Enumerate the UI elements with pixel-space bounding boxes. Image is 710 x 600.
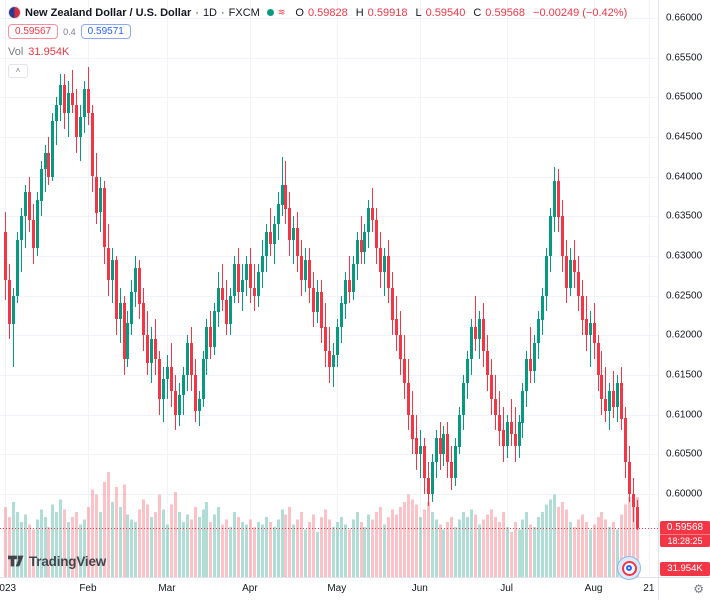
symbol-title[interactable]: New Zealand Dollar / U.S. Dollar	[25, 6, 192, 19]
time-label: Jun	[411, 583, 428, 594]
ohlc-close-label: C	[473, 6, 482, 19]
price-tick: 0.65500	[666, 52, 703, 64]
chart-canvas[interactable]	[0, 0, 658, 577]
interval-label[interactable]: 1D	[202, 6, 217, 19]
time-label: Jul	[500, 583, 514, 594]
price-tick: 0.62000	[666, 329, 703, 341]
chart-plot-area[interactable]	[0, 0, 658, 577]
tradingview-logo[interactable]: TradingView	[8, 553, 106, 569]
legend-collapse-button[interactable]: ˄	[8, 64, 28, 78]
time-axis[interactable]: 2023 Feb Mar Apr May Jun Jul Aug 21	[0, 577, 658, 600]
tradingview-logo-text: TradingView	[29, 553, 107, 569]
time-label: May	[327, 583, 347, 594]
data-delay-icon: ≋	[277, 7, 286, 17]
ohlc-high-label: H	[355, 6, 364, 19]
price-tick: 0.60500	[666, 448, 703, 460]
exchange-label[interactable]: FXCM	[228, 6, 260, 19]
time-label: Feb	[79, 583, 97, 594]
price-tick: 0.60000	[666, 488, 703, 500]
price-tick: 0.66000	[666, 12, 703, 24]
volume-legend: Vol 31.954K	[8, 46, 627, 58]
instrument-logo-icon	[8, 6, 21, 19]
price-tick: 0.64500	[666, 131, 703, 143]
spread-label: 0.4	[63, 26, 76, 37]
axis-corner: ⚙	[658, 577, 710, 600]
volume-value: 31.954K	[28, 46, 70, 58]
buy-button[interactable]: 0.59571	[80, 24, 131, 39]
bullseye-button[interactable]	[617, 556, 641, 580]
market-status-dot-icon	[266, 9, 274, 16]
current-price-badge: 0.59568 18:28:25	[660, 521, 710, 548]
time-label: Aug	[584, 583, 603, 594]
separator: ·	[221, 6, 225, 19]
ohlc-low-label: L	[415, 6, 422, 19]
countdown-timer: 18:28:25	[660, 534, 710, 547]
change-value: −0.00249 (−0.42%)	[533, 6, 628, 19]
volume-badge: 31.954K	[660, 562, 710, 576]
time-label: Apr	[242, 583, 258, 594]
sell-button[interactable]: 0.59567	[8, 24, 59, 39]
separator: ·	[195, 6, 199, 19]
ohlc-close-value: 0.59568	[485, 6, 526, 19]
price-tick: 0.61500	[666, 369, 703, 381]
time-label: 21	[643, 583, 655, 594]
price-tick: 0.63500	[666, 210, 703, 222]
price-tick: 0.65000	[666, 91, 703, 103]
volume-label: Vol	[8, 46, 24, 58]
time-label: Mar	[158, 583, 176, 594]
ohlc-open-label: O	[295, 6, 304, 19]
tradingview-logo-icon	[8, 555, 24, 567]
price-tick: 0.61000	[666, 409, 703, 420]
ohlc-open-value: 0.59828	[307, 6, 348, 19]
price-tick: 0.64000	[666, 171, 703, 183]
quick-trade-row: 0.59567 0.4 0.59571	[8, 24, 627, 39]
price-tick: 0.62500	[666, 290, 703, 302]
gear-icon[interactable]: ⚙	[693, 582, 704, 596]
price-axis[interactable]: 0.59568 18:28:25 31.954K 0.66000 0.65500 0…	[658, 0, 710, 577]
symbol-legend: New Zealand Dollar / U.S. Dollar · 1D · …	[8, 6, 627, 78]
bullseye-icon	[621, 560, 637, 576]
ohlc-low-value: 0.59540	[425, 6, 466, 19]
time-label: 2023	[0, 583, 17, 594]
chevron-up-icon: ˄	[15, 66, 21, 75]
price-tick: 0.63000	[666, 250, 703, 262]
ohlc-high-value: 0.59918	[367, 6, 408, 19]
current-price-value: 0.59568	[666, 522, 704, 534]
